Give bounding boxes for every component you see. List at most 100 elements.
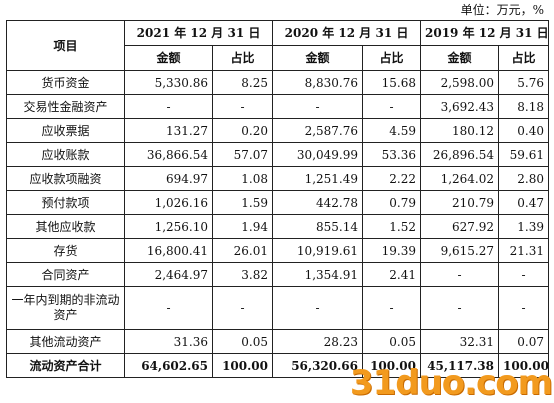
amount-cell: 855.14	[272, 214, 363, 239]
ratio-cell: 21.31	[498, 238, 549, 263]
amount-cell: 26,896.54	[420, 142, 499, 167]
amount-cell: 2,598.00	[420, 70, 499, 95]
amount-cell: 1,251.49	[272, 166, 363, 191]
amount-cell: 45,117.38	[420, 353, 499, 378]
ratio-cell: 57.07	[212, 142, 273, 167]
row-label: 合同资产	[6, 262, 125, 287]
table-row: 应收款项融资 694.97 1.08 1,251.49 2.22 1,264.02 2.80	[6, 166, 549, 191]
table-row: 交易性金融资产 - - - -3,692.43 8.18	[6, 94, 549, 119]
column-header-2021: 2021 年 12 月 31 日	[124, 20, 273, 46]
amount-cell: -	[272, 286, 363, 330]
amount-cell: 694.97	[124, 166, 213, 191]
ratio-cell: -	[498, 286, 549, 330]
ratio-cell: 59.61	[498, 142, 549, 167]
ratio-cell: 1.08	[212, 166, 273, 191]
table-row: 其他流动资产 31.36 0.05 28.23 0.05 32.31 0.07	[6, 329, 549, 354]
table-row: 存货 16,800.41 26.01 10,919.61 19.39 9,615.27 21…	[6, 238, 549, 263]
amount-cell: 1,026.16	[124, 190, 213, 215]
amount-cell: 5,330.86	[124, 70, 213, 95]
amount-cell: 31.36	[124, 329, 213, 354]
table-row: 合同资产 2,464.97 3.82 1,354.91 2.41- -	[6, 262, 549, 287]
ratio-cell: 0.47	[498, 190, 549, 215]
amount-cell: 64,602.65	[124, 353, 213, 378]
ratio-cell: 0.20	[212, 118, 273, 143]
amount-cell: 210.79	[420, 190, 499, 215]
amount-cell: -	[420, 286, 499, 330]
header-row-years: 项目 2021 年 12 月 31 日 2020 年 12 月 31 日 201…	[6, 20, 549, 71]
ratio-cell: -	[212, 286, 273, 330]
amount-cell: 1,264.02	[420, 166, 499, 191]
column-header-item: 项目	[6, 20, 125, 71]
amount-cell: 442.78	[272, 190, 363, 215]
ratio-cell: 1.94	[212, 214, 273, 239]
ratio-cell: -	[362, 286, 421, 330]
ratio-cell: 15.68	[362, 70, 421, 95]
column-header-amount: 金额	[272, 45, 363, 71]
row-label: 预付款项	[6, 190, 125, 215]
ratio-cell: 4.59	[362, 118, 421, 143]
row-label: 其他应收款	[6, 214, 125, 239]
row-label: 应收票据	[6, 118, 125, 143]
amount-cell: 9,615.27	[420, 238, 499, 263]
row-label: 应收账款	[6, 142, 125, 167]
amount-cell: 10,919.61	[272, 238, 363, 263]
row-label: 流动资产合计	[6, 353, 125, 378]
amount-cell: 180.12	[420, 118, 499, 143]
ratio-cell: 0.07	[498, 329, 549, 354]
column-header-2019: 2019 年 12 月 31 日	[420, 20, 549, 46]
table-row: 流动资产合计 64,602.65 100.00 56,320.66 100.00 45,1…	[6, 353, 549, 378]
amount-cell: 30,049.99	[272, 142, 363, 167]
amount-cell: -	[124, 94, 213, 119]
ratio-cell: 100.00	[212, 353, 273, 378]
amount-cell: 1,354.91	[272, 262, 363, 287]
row-label: 存货	[6, 238, 125, 263]
amount-cell: 627.92	[420, 214, 499, 239]
unit-label: 单位：万元，%	[460, 3, 544, 17]
ratio-cell: 1.59	[212, 190, 273, 215]
ratio-cell: 26.01	[212, 238, 273, 263]
row-label: 其他流动资产	[6, 329, 125, 354]
amount-cell: 1,256.10	[124, 214, 213, 239]
ratio-cell: 8.18	[498, 94, 549, 119]
current-assets-table: 项目 2021 年 12 月 31 日 2020 年 12 月 31 日 201…	[6, 20, 549, 378]
table-row: 其他应收款 1,256.10 1.94 855.14 1.52 627.92 1.39	[6, 214, 549, 239]
column-header-2020: 2020 年 12 月 31 日	[272, 20, 421, 46]
table-row: 预付款项 1,026.16 1.59 442.78 0.79 210.79 0.47	[6, 190, 549, 215]
amount-cell: 2,587.76	[272, 118, 363, 143]
table-row: 货币资金 5,330.86 8.25 8,830.76 15.68 2,598.00 5.7…	[6, 70, 549, 95]
header-row-subcolumns: 金额 占比 金额 占比 金额 占比	[7, 45, 549, 71]
column-header-ratio: 占比	[212, 45, 273, 71]
ratio-cell: -	[212, 94, 273, 119]
ratio-cell: 19.39	[362, 238, 421, 263]
ratio-cell: 0.05	[212, 329, 273, 354]
ratio-cell: 100.00	[362, 353, 421, 378]
column-header-ratio: 占比	[498, 45, 549, 71]
ratio-cell: 5.76	[498, 70, 549, 95]
column-header-amount: 金额	[420, 45, 499, 71]
column-header-amount: 金额	[124, 45, 213, 71]
ratio-cell: 2.80	[498, 166, 549, 191]
ratio-cell: 0.05	[362, 329, 421, 354]
ratio-cell: 0.79	[362, 190, 421, 215]
amount-cell: 8,830.76	[272, 70, 363, 95]
table-row: 应收票据 131.27 0.20 2,587.76 4.59 180.12 0.40	[6, 118, 549, 143]
ratio-cell: 2.22	[362, 166, 421, 191]
amount-cell: 32.31	[420, 329, 499, 354]
row-label: 应收款项融资	[6, 166, 125, 191]
row-label: 交易性金融资产	[6, 94, 125, 119]
ratio-cell: -	[498, 262, 549, 287]
amount-cell: 28.23	[272, 329, 363, 354]
column-header-ratio: 占比	[362, 45, 421, 71]
amount-cell: -	[420, 262, 499, 287]
ratio-cell: 2.41	[362, 262, 421, 287]
amount-cell: -	[272, 94, 363, 119]
ratio-cell: 0.40	[498, 118, 549, 143]
amount-cell: 2,464.97	[124, 262, 213, 287]
ratio-cell: 8.25	[212, 70, 273, 95]
ratio-cell: 100.00	[498, 353, 549, 378]
amount-cell: 56,320.66	[272, 353, 363, 378]
table-row: 应收账款 36,866.54 57.07 30,049.99 53.36 26,896.5…	[6, 142, 549, 167]
row-label: 一年内到期的非流动资产	[6, 286, 125, 330]
amount-cell: 131.27	[124, 118, 213, 143]
amount-cell: 16,800.41	[124, 238, 213, 263]
